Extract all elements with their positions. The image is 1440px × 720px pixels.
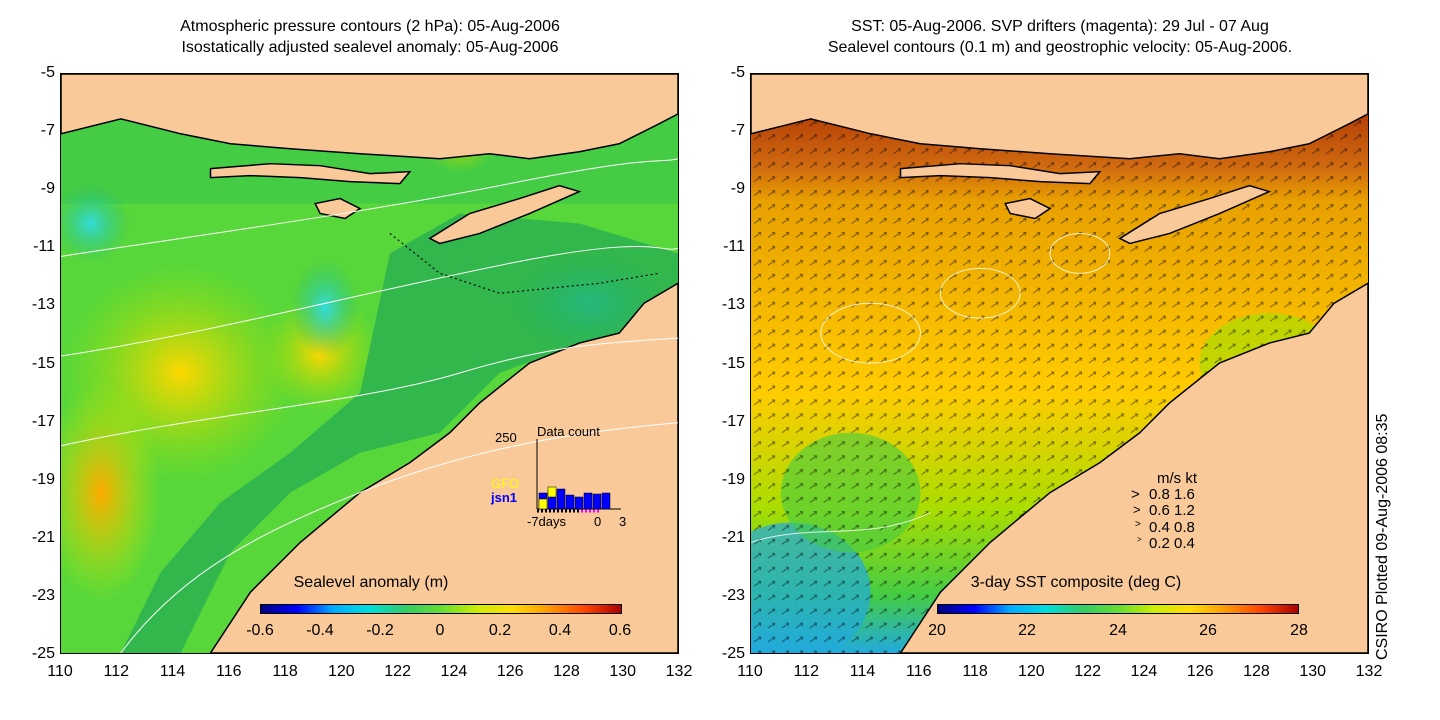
velocity-legend-row: 0.4 0.8 xyxy=(1149,519,1195,536)
y-tick-label: -15 xyxy=(721,354,745,372)
x-tick-label: 116 xyxy=(216,663,242,680)
y-tick-label: -21 xyxy=(721,528,745,546)
inset-bar xyxy=(583,492,593,510)
velocity-legend-arrow-1: > xyxy=(1133,502,1141,517)
inset-xlabel-start: -7days xyxy=(527,514,567,529)
right-colorbar-tick: 28 xyxy=(1290,622,1308,639)
left-colorbar-tick: -0.2 xyxy=(366,622,394,639)
x-tick-label: 122 xyxy=(1074,663,1101,680)
y-tick-label: -7 xyxy=(40,122,55,140)
right-colorbar xyxy=(937,604,1299,614)
y-tick-label: -7 xyxy=(730,122,745,140)
x-tick-label: 112 xyxy=(793,663,820,680)
left-panel-title: Atmospheric pressure contours (2 hPa): 0… xyxy=(60,16,680,58)
y-tick-label: -11 xyxy=(723,238,745,256)
velocity-legend-row: 0.2 0.4 xyxy=(1149,535,1195,552)
right-colorbar-title: 3-day SST composite (deg C) xyxy=(970,574,1182,591)
y-tick-label: -17 xyxy=(31,412,55,430)
y-tick-label: -21 xyxy=(31,528,55,546)
x-tick-label: 126 xyxy=(1186,663,1214,680)
x-tick-label: 126 xyxy=(496,663,524,680)
x-tick-label: 116 xyxy=(906,663,932,680)
velocity-legend-arrow-0: > xyxy=(1131,486,1140,503)
x-tick-label: 122 xyxy=(384,663,411,680)
inset-title: Data count xyxy=(537,424,600,439)
x-tick-label: 130 xyxy=(1299,663,1327,680)
y-tick-label: -23 xyxy=(31,586,55,604)
x-tick-label: 132 xyxy=(665,663,693,680)
inset-xlabel-end: 3 xyxy=(619,514,627,529)
y-tick-label: -11 xyxy=(33,238,55,256)
sealevel-anomaly-map: 250 Data count GFO jsn1 -7days 0 3 Seale… xyxy=(60,73,679,654)
inset-bar xyxy=(556,488,566,510)
inset-bar xyxy=(565,494,575,510)
velocity-legend-arrow-2: > xyxy=(1135,519,1141,530)
velocity-legend-row: 0.6 1.2 xyxy=(1149,502,1195,519)
x-tick-label: 112 xyxy=(103,663,130,680)
x-tick-label: 128 xyxy=(553,663,580,680)
right-colorbar-tick: 24 xyxy=(1109,622,1127,639)
velocity-legend-header: m/s kt xyxy=(1157,470,1197,487)
sealevel-anomaly-map-svg xyxy=(61,74,678,653)
y-tick-label: -13 xyxy=(31,296,55,314)
velocity-legend-arrow-3: > xyxy=(1137,535,1142,544)
x-tick-label: 118 xyxy=(962,663,988,680)
sst-map-svg xyxy=(751,74,1368,653)
x-tick-label: 128 xyxy=(1243,663,1270,680)
left-colorbar-tick: 0.2 xyxy=(488,622,512,639)
y-tick-label: -19 xyxy=(721,470,745,488)
sst-map: m/s kt > > > > 0.8 1.6 0.6 1.2 0.4 0.8 0… xyxy=(750,73,1369,654)
x-tick-label: 124 xyxy=(1130,663,1158,680)
x-tick-label: 132 xyxy=(1355,663,1383,680)
y-tick-label: -15 xyxy=(31,354,55,372)
right-panel-title: SST: 05-Aug-2006. SVP drifters (magenta)… xyxy=(750,16,1370,58)
y-tick-label: -5 xyxy=(730,64,745,81)
right-colorbar-tick: 20 xyxy=(928,622,946,639)
x-tick-label: 110 xyxy=(737,663,763,680)
y-tick-label: -25 xyxy=(721,645,745,662)
x-tick-label: 124 xyxy=(440,663,468,680)
inset-mission-gfo: GFO xyxy=(491,476,520,491)
inset-xlabel-zero: 0 xyxy=(594,514,602,529)
y-tick-label: -5 xyxy=(40,64,55,81)
left-colorbar-tick: 0 xyxy=(435,622,445,639)
left-title-line2: Isostatically adjusted sealevel anomaly:… xyxy=(181,39,559,56)
left-colorbar-tick: -0.6 xyxy=(246,622,274,639)
y-tick-label: -23 xyxy=(721,586,745,604)
inset-bar-gfo xyxy=(538,498,548,510)
inset-max-label: 250 xyxy=(495,430,517,445)
y-tick-label: -9 xyxy=(40,180,55,198)
right-title-line1: SST: 05-Aug-2006. SVP drifters (magenta)… xyxy=(851,18,1269,35)
data-count-inset xyxy=(536,439,621,513)
x-tick-label: 120 xyxy=(1018,663,1045,680)
inset-bar xyxy=(592,493,602,510)
x-tick-label: 110 xyxy=(47,663,73,680)
velocity-legend-row: 0.8 1.6 xyxy=(1149,486,1195,503)
left-colorbar-tick: -0.4 xyxy=(306,622,334,639)
y-tick-label: -25 xyxy=(31,645,55,662)
y-tick-label: -19 xyxy=(31,470,55,488)
left-colorbar-title: Sealevel anomaly (m) xyxy=(293,574,449,591)
x-tick-label: 120 xyxy=(328,663,355,680)
x-tick-label: 114 xyxy=(159,663,186,680)
inset-bar xyxy=(601,492,611,510)
left-title-line1: Atmospheric pressure contours (2 hPa): 0… xyxy=(180,18,560,35)
y-tick-label: -17 xyxy=(721,412,745,430)
right-colorbar-tick: 26 xyxy=(1199,622,1217,639)
plot-credit: CSIRO Plotted 09-Aug-2006 08:35 xyxy=(1374,413,1391,660)
y-tick-label: -9 xyxy=(730,180,745,198)
left-colorbar-tick: 0.6 xyxy=(608,622,632,639)
inset-bar xyxy=(574,496,584,510)
x-tick-label: 118 xyxy=(272,663,298,680)
left-colorbar-tick: 0.4 xyxy=(548,622,572,639)
right-title-line2: Sealevel contours (0.1 m) and geostrophi… xyxy=(827,39,1293,56)
left-colorbar xyxy=(260,604,622,614)
inset-mission-jsn1: jsn1 xyxy=(491,490,518,505)
inset-bar-gfo xyxy=(547,486,557,498)
x-tick-label: 114 xyxy=(849,663,876,680)
x-tick-label: 130 xyxy=(609,663,637,680)
right-colorbar-tick: 22 xyxy=(1018,622,1036,639)
y-tick-label: -13 xyxy=(721,296,745,314)
